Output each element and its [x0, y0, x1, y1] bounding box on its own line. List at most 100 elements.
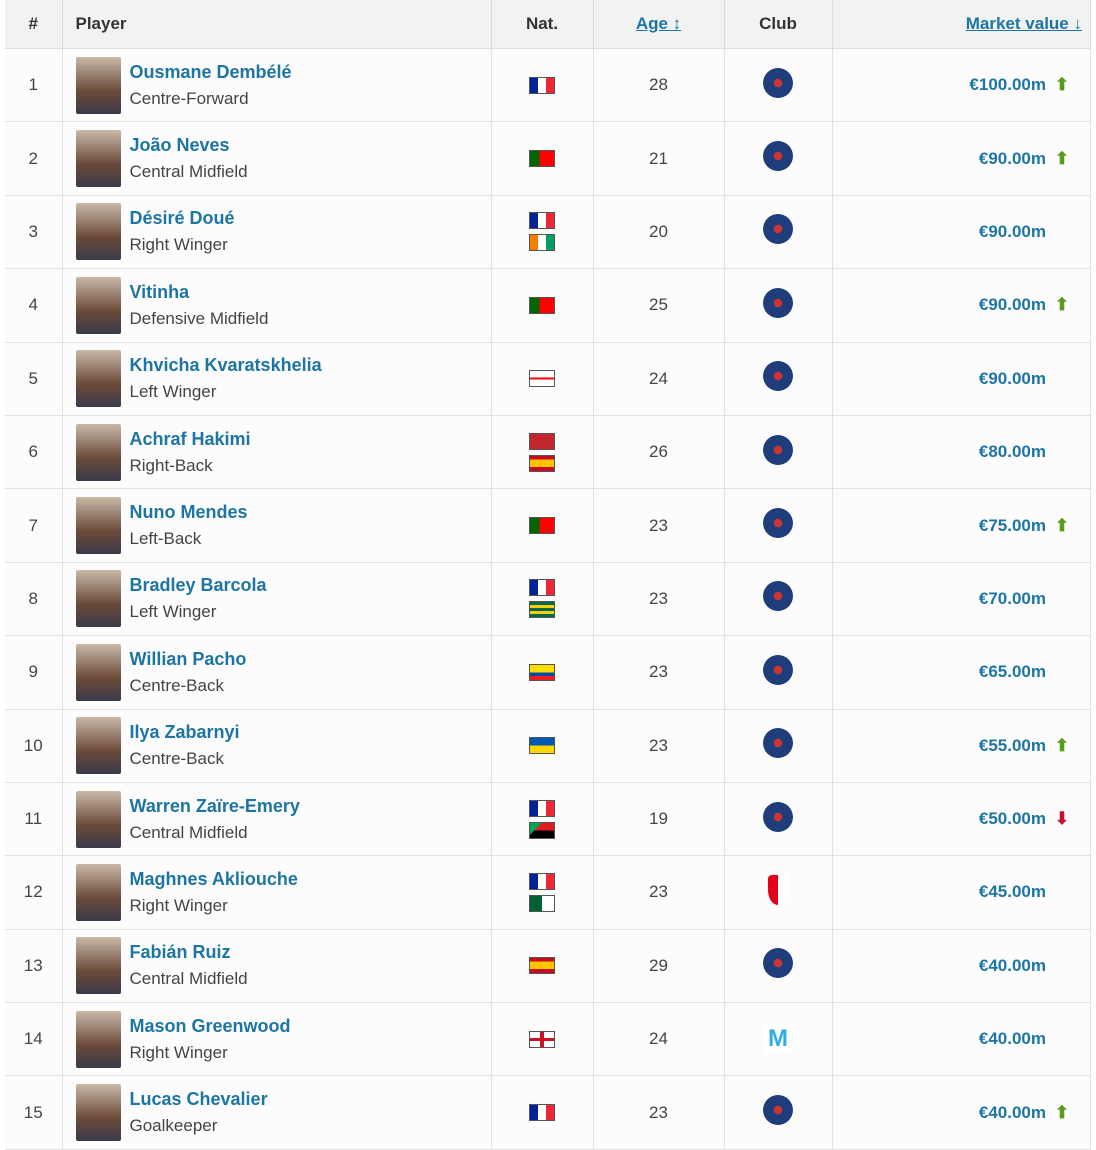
club-crest-icon[interactable]	[763, 434, 793, 465]
player-name-link[interactable]: Achraf Hakimi	[129, 428, 251, 449]
player-name-link[interactable]: Bradley Barcola	[129, 575, 267, 596]
club-crest-icon[interactable]	[763, 948, 793, 979]
nationality	[491, 415, 594, 490]
player-name-link[interactable]: Willian Pacho	[129, 648, 247, 669]
market-value-link[interactable]: €70.00m	[978, 588, 1046, 608]
table-row: 14 Mason Greenwood Right Winger 24 M €40.…	[5, 1002, 1091, 1077]
rank: 7	[5, 488, 63, 563]
market-value-link[interactable]: €40.00m	[978, 1102, 1046, 1122]
club-crest-icon[interactable]	[763, 581, 793, 612]
trend-up-icon: ⬆	[1054, 295, 1070, 315]
player-photo[interactable]	[75, 423, 121, 481]
player-position: Centre-Back	[129, 675, 224, 695]
club-crest-icon[interactable]	[763, 214, 793, 245]
market-value-link[interactable]: €90.00m	[978, 368, 1046, 388]
table-row: 7 Nuno Mendes Left-Back 23 €75.00m ⬆	[5, 488, 1091, 563]
player-photo[interactable]	[75, 1084, 121, 1142]
player-photo[interactable]	[75, 717, 121, 775]
player-photo[interactable]	[75, 56, 121, 114]
header-player: Player	[62, 0, 492, 49]
player-photo[interactable]	[75, 863, 121, 921]
trend-up-icon: ⬆	[1054, 148, 1070, 168]
player-photo[interactable]	[75, 276, 121, 334]
player-name-link[interactable]: Lucas Chevalier	[129, 1089, 268, 1110]
table-row: 15 Lucas Chevalier Goalkeeper 23 €40.00m ⬆	[5, 1075, 1091, 1150]
rank: 13	[5, 929, 63, 1004]
club-crest-icon[interactable]	[763, 801, 793, 832]
club-crest-icon[interactable]	[763, 361, 793, 392]
player-photo[interactable]	[75, 130, 121, 188]
player-photo[interactable]	[75, 790, 121, 848]
market-value-link[interactable]: €90.00m	[978, 295, 1046, 315]
player-name-link[interactable]: Warren Zaïre-Emery	[129, 795, 300, 816]
header-market-value-sort[interactable]: Market value ↓	[832, 0, 1091, 49]
market-value-link[interactable]: €90.00m	[978, 148, 1046, 168]
nationality	[491, 782, 594, 857]
market-value-link[interactable]: €90.00m	[978, 221, 1046, 241]
market-value-link[interactable]: €75.00m	[978, 515, 1046, 535]
player-photo[interactable]	[75, 1010, 121, 1068]
player-position: Left Winger	[129, 382, 217, 402]
player-name-link[interactable]: Fabián Ruiz	[129, 942, 231, 963]
market-value-link[interactable]: €40.00m	[978, 955, 1046, 975]
age: 23	[593, 1075, 725, 1150]
player-name-link[interactable]: Khvicha Kvaratskhelia	[129, 355, 322, 376]
club-crest-icon[interactable]	[763, 1095, 793, 1126]
club-crest-icon[interactable]	[763, 141, 793, 172]
market-value-link[interactable]: €45.00m	[978, 882, 1046, 902]
market-value-link[interactable]: €65.00m	[978, 662, 1046, 682]
age: 24	[593, 342, 725, 416]
age: 23	[593, 635, 725, 710]
rank: 6	[5, 415, 63, 490]
header-age-sort[interactable]: Age ↕	[593, 0, 725, 49]
club-crest-icon[interactable]	[768, 874, 788, 905]
player-name-link[interactable]: Vitinha	[129, 281, 190, 302]
flag-icon	[529, 212, 555, 230]
flag-icon	[529, 150, 555, 168]
player-photo[interactable]	[75, 350, 121, 408]
nationality	[491, 1002, 594, 1077]
market-value-link[interactable]: €40.00m	[978, 1029, 1046, 1049]
table-row: 11 Warren Zaïre-Emery Central Midfield 19…	[5, 782, 1091, 857]
club-crest-icon[interactable]: M	[763, 1024, 793, 1055]
table-row: 1 Ousmane Dembélé Centre-Forward 28 €100.…	[5, 48, 1091, 123]
trend-up-icon: ⬆	[1054, 1102, 1070, 1122]
player-name-link[interactable]: Maghnes Akliouche	[129, 868, 298, 889]
club-crest-icon[interactable]	[763, 654, 793, 685]
table-row: 4 Vitinha Defensive Midfield 25 €90.00m ⬆	[5, 268, 1091, 343]
rank: 8	[5, 562, 63, 637]
age: 20	[593, 195, 725, 270]
player-photo[interactable]	[75, 497, 121, 555]
player-photo[interactable]	[75, 570, 121, 628]
player-position: Right Winger	[129, 235, 228, 255]
rank: 9	[5, 635, 63, 710]
player-name-link[interactable]: Nuno Mendes	[129, 502, 248, 523]
rank: 4	[5, 268, 63, 343]
player-position: Right Winger	[129, 895, 228, 915]
player-position: Centre-Forward	[129, 88, 249, 108]
player-photo[interactable]	[75, 643, 121, 701]
club-crest-icon[interactable]	[763, 67, 793, 98]
nationality	[491, 268, 594, 343]
flag-icon	[529, 737, 555, 755]
player-name-link[interactable]: João Neves	[129, 135, 230, 156]
player-name-link[interactable]: Ilya Zabarnyi	[129, 722, 240, 743]
club-crest-icon[interactable]	[763, 728, 793, 759]
market-value-link[interactable]: €80.00m	[978, 442, 1046, 462]
club-crest-icon[interactable]	[763, 508, 793, 539]
table-row: 10 Ilya Zabarnyi Centre-Back 23 €55.00m ⬆	[5, 709, 1091, 783]
player-photo[interactable]	[75, 203, 121, 261]
market-value-link[interactable]: €55.00m	[978, 735, 1046, 755]
player-name-link[interactable]: Ousmane Dembélé	[129, 61, 292, 82]
player-photo[interactable]	[75, 937, 121, 995]
rank: 14	[5, 1002, 63, 1077]
market-value-link[interactable]: €50.00m	[978, 809, 1046, 829]
market-value-link[interactable]: €100.00m	[969, 75, 1046, 95]
flag-icon	[529, 579, 555, 597]
trend-up-icon: ⬆	[1054, 75, 1070, 95]
club-crest-icon[interactable]	[763, 287, 793, 318]
player-name-link[interactable]: Mason Greenwood	[129, 1015, 291, 1036]
player-name-link[interactable]: Désiré Doué	[129, 208, 235, 229]
player-position: Defensive Midfield	[129, 308, 269, 328]
player-position: Left Winger	[129, 602, 217, 622]
